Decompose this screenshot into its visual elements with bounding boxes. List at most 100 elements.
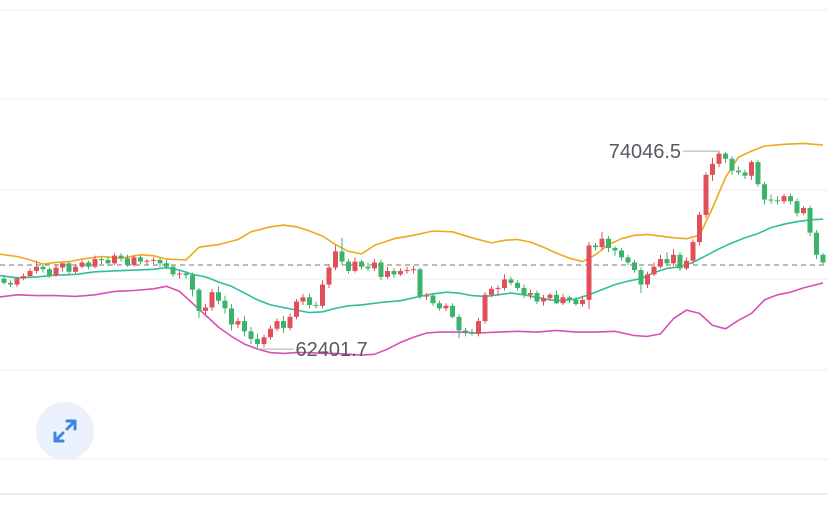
candle-body	[599, 238, 605, 248]
candle-body	[242, 321, 247, 332]
candle-body	[352, 261, 358, 271]
candle-body	[255, 338, 260, 345]
candle-body	[157, 259, 163, 264]
candle-body	[287, 316, 293, 328]
candle	[755, 160, 761, 187]
candles	[1, 151, 826, 350]
candle-body	[92, 259, 98, 267]
candle-body	[664, 259, 670, 264]
candle	[339, 237, 345, 265]
candle	[248, 327, 254, 345]
candle	[794, 198, 800, 217]
annotations: 74046.5 62401.7	[257, 141, 719, 361]
expand-arrows-icon	[53, 419, 77, 443]
candle	[482, 292, 488, 324]
candle-body	[131, 257, 137, 265]
candle-body	[144, 260, 150, 262]
candle	[203, 304, 208, 316]
candle-body	[53, 267, 59, 276]
candle	[352, 257, 358, 273]
candle	[508, 276, 514, 286]
candle	[612, 246, 618, 256]
candle	[287, 313, 293, 331]
candle-body	[768, 199, 774, 201]
candle-body	[222, 300, 228, 309]
candle	[554, 290, 559, 305]
candle	[79, 259, 85, 269]
candle-body	[34, 266, 39, 271]
candle	[359, 259, 364, 270]
candle-body	[560, 297, 566, 304]
candle-body	[651, 266, 657, 275]
candle-body	[723, 153, 728, 159]
candle-body	[274, 321, 280, 329]
candle	[762, 181, 767, 205]
candle-body	[508, 279, 514, 283]
candle	[677, 252, 683, 271]
candle	[313, 301, 319, 309]
candle-body	[424, 295, 429, 297]
candle-body	[170, 266, 176, 275]
low-price-label: 62401.7	[296, 339, 368, 361]
candle-body	[489, 288, 494, 295]
candle	[47, 267, 52, 278]
candle-body	[8, 282, 13, 285]
candle-body	[385, 270, 390, 277]
candle	[183, 270, 189, 279]
candle-body	[99, 259, 104, 261]
candle	[190, 272, 195, 297]
candle	[404, 266, 410, 274]
candle-body	[788, 196, 793, 202]
candle-body	[586, 245, 592, 300]
candle-body	[216, 292, 221, 301]
bollinger-bands	[0, 142, 824, 356]
candle-body	[261, 337, 267, 345]
candle-body	[547, 294, 553, 299]
grid-lines	[0, 9, 828, 495]
candle	[216, 286, 221, 305]
candle	[528, 289, 533, 299]
candle	[606, 236, 611, 253]
candle	[697, 212, 702, 246]
candle	[567, 295, 572, 304]
candle-body	[313, 304, 319, 306]
candle-body	[339, 251, 345, 262]
candle-body	[775, 200, 780, 202]
candle	[105, 256, 111, 266]
candle	[469, 328, 475, 336]
candle	[417, 267, 423, 299]
candle	[372, 259, 377, 271]
candle	[346, 259, 351, 274]
candle-body	[203, 307, 208, 311]
candle-body	[820, 254, 826, 263]
candle-body	[404, 270, 410, 272]
candle-body	[619, 250, 624, 258]
candle	[716, 151, 722, 168]
candle-body	[21, 276, 26, 279]
expand-chart-button[interactable]	[36, 402, 94, 460]
candle-body	[105, 259, 111, 264]
candle	[170, 265, 176, 277]
candle	[411, 265, 416, 274]
candle	[320, 280, 325, 309]
candle-body	[606, 238, 611, 248]
candle-body	[463, 330, 468, 333]
candle-body	[645, 274, 650, 285]
candle-body	[248, 331, 254, 339]
candle	[619, 248, 624, 261]
candle-body	[294, 301, 299, 317]
candle-body	[541, 298, 546, 302]
candle-body	[125, 258, 130, 265]
candle	[814, 230, 819, 260]
candle-body	[268, 328, 273, 338]
candle	[53, 264, 59, 277]
candle-body	[66, 263, 72, 272]
candle	[560, 293, 566, 305]
candle	[209, 288, 215, 311]
candle	[723, 151, 728, 163]
candle	[144, 259, 150, 265]
candle	[781, 193, 787, 204]
candle-body	[528, 293, 533, 295]
candle-body	[534, 293, 540, 302]
candle-body	[411, 269, 416, 271]
